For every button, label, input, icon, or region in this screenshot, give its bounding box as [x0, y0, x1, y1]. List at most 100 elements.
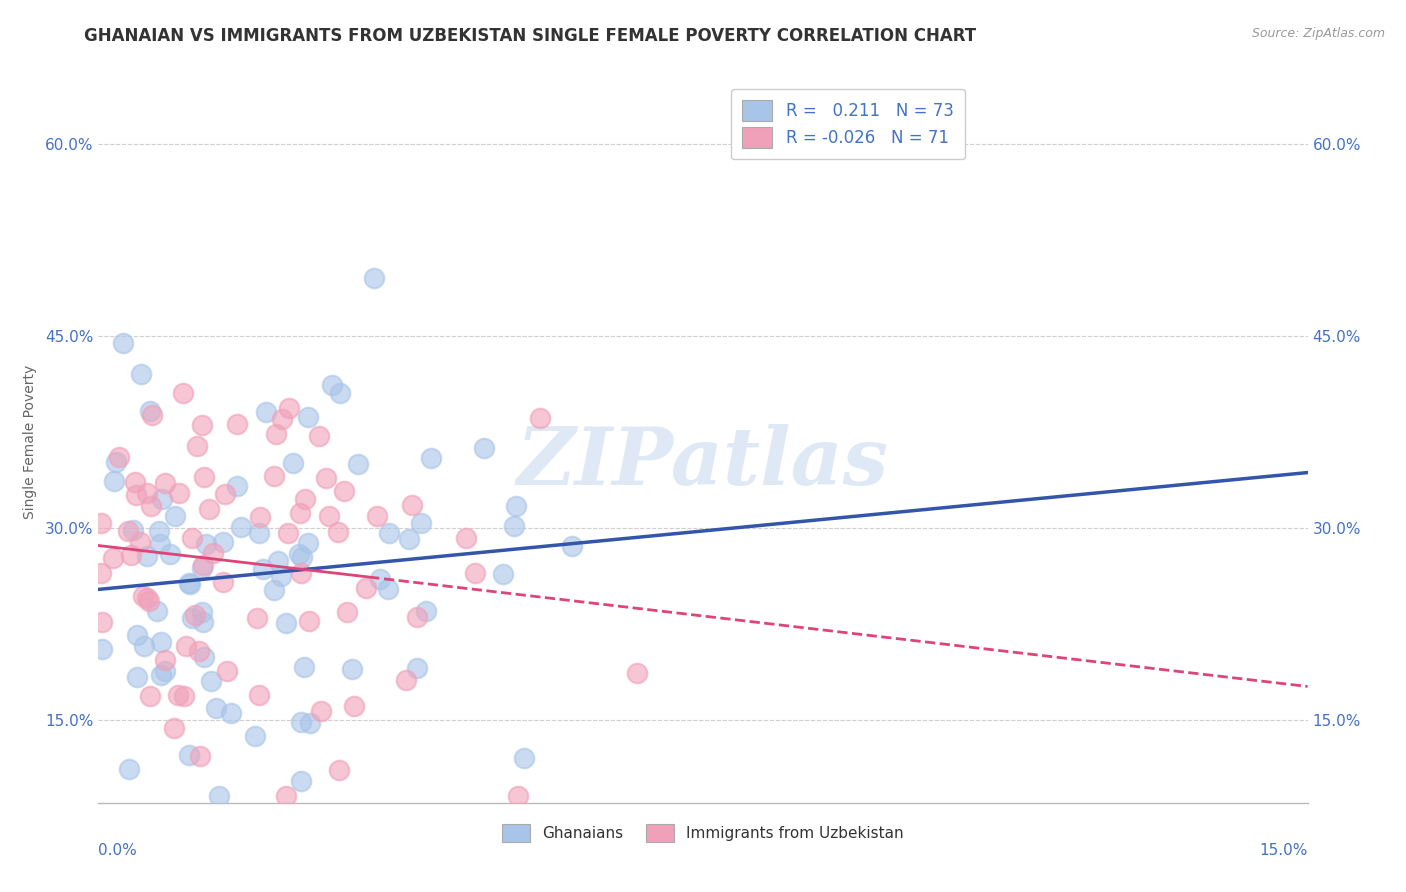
Point [329, 386, 352, 401]
Point [505, 499, 527, 513]
Point [267, 554, 290, 568]
Point [347, 458, 370, 472]
Point [226, 417, 249, 432]
Point [297, 409, 319, 424]
Point [149, 537, 172, 551]
Point [191, 605, 214, 619]
Point [315, 471, 337, 485]
Point [129, 534, 152, 549]
Point [472, 441, 495, 455]
Point [264, 426, 287, 441]
Point [398, 532, 420, 546]
Point [254, 405, 277, 419]
Point [464, 566, 486, 581]
Point [153, 653, 176, 667]
Point [529, 411, 551, 425]
Point [309, 704, 332, 718]
Point [328, 763, 350, 777]
Point [512, 751, 534, 765]
Point [200, 673, 222, 688]
Point [193, 650, 215, 665]
Point [378, 526, 401, 541]
Point [101, 551, 124, 566]
Point [165, 508, 187, 523]
Point [274, 789, 297, 804]
Point [117, 524, 139, 538]
Point [291, 549, 314, 564]
Point [122, 523, 145, 537]
Point [198, 501, 221, 516]
Point [247, 526, 270, 541]
Text: 0.0%: 0.0% [98, 843, 138, 857]
Point [90, 566, 112, 580]
Point [219, 706, 242, 720]
Point [333, 483, 356, 498]
Point [201, 546, 224, 560]
Point [211, 574, 233, 589]
Point [103, 475, 125, 489]
Point [340, 662, 363, 676]
Point [174, 640, 197, 654]
Point [187, 644, 209, 658]
Point [415, 604, 437, 618]
Point [112, 335, 135, 350]
Point [150, 635, 173, 649]
Point [276, 616, 298, 631]
Point [120, 548, 142, 562]
Text: 15.0%: 15.0% [1260, 843, 1308, 857]
Point [138, 404, 160, 418]
Point [308, 428, 330, 442]
Point [328, 524, 350, 539]
Point [249, 509, 271, 524]
Point [136, 549, 159, 564]
Point [214, 487, 236, 501]
Point [191, 558, 214, 573]
Point [141, 409, 163, 423]
Point [271, 412, 294, 426]
Point [135, 486, 157, 500]
Point [173, 689, 195, 703]
Point [136, 591, 159, 606]
Point [139, 689, 162, 703]
Point [502, 519, 524, 533]
Point [177, 576, 200, 591]
Point [343, 699, 366, 714]
Point [124, 475, 146, 489]
Point [377, 582, 399, 596]
Point [212, 534, 235, 549]
Point [263, 469, 285, 483]
Point [191, 418, 214, 433]
Point [184, 608, 207, 623]
Point [108, 450, 131, 464]
Point [180, 611, 202, 625]
Point [146, 604, 169, 618]
Point [159, 547, 181, 561]
Point [321, 377, 343, 392]
Point [204, 701, 226, 715]
Text: GHANAIAN VS IMMIGRANTS FROM UZBEKISTAN SINGLE FEMALE POVERTY CORRELATION CHART: GHANAIAN VS IMMIGRANTS FROM UZBEKISTAN S… [84, 27, 977, 45]
Point [354, 581, 377, 595]
Point [270, 569, 292, 583]
Point [294, 659, 316, 673]
Point [401, 498, 423, 512]
Point [366, 508, 388, 523]
Point [278, 401, 301, 415]
Point [297, 536, 319, 550]
Point [155, 665, 177, 679]
Point [299, 715, 322, 730]
Point [245, 729, 267, 743]
Point [163, 721, 186, 735]
Point [167, 688, 190, 702]
Point [125, 627, 148, 641]
Point [454, 532, 477, 546]
Point [167, 486, 190, 500]
Point [188, 749, 211, 764]
Point [288, 506, 311, 520]
Point [179, 577, 201, 591]
Point [226, 478, 249, 492]
Point [405, 661, 427, 675]
Point [252, 562, 274, 576]
Text: ZIPatlas: ZIPatlas [517, 425, 889, 502]
Point [150, 492, 173, 507]
Text: Source: ZipAtlas.com: Source: ZipAtlas.com [1251, 27, 1385, 40]
